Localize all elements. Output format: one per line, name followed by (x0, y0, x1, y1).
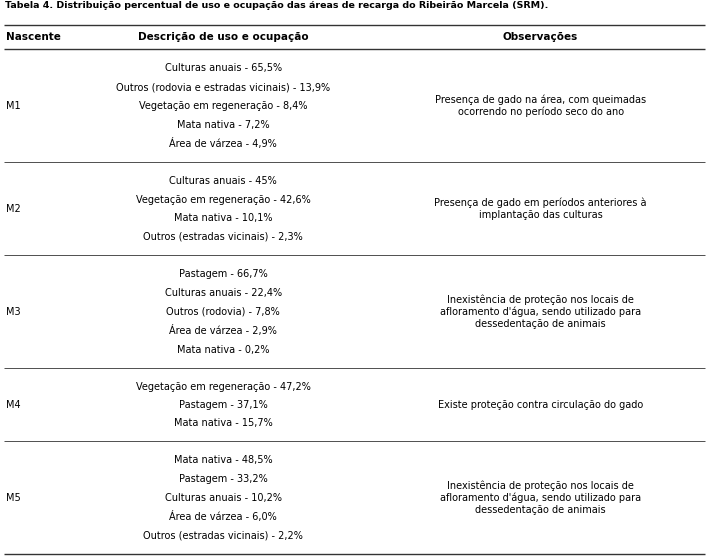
Text: Tabela 4. Distribuição percentual de uso e ocupação das áreas de recarga do Ribe: Tabela 4. Distribuição percentual de uso… (5, 1, 548, 10)
Text: Existe proteção contra circulação do gado: Existe proteção contra circulação do gad… (438, 400, 643, 410)
Text: Outros (estradas vicinais) - 2,2%: Outros (estradas vicinais) - 2,2% (143, 530, 303, 540)
Text: Culturas anuais - 22,4%: Culturas anuais - 22,4% (164, 288, 282, 298)
Text: Inexistência de proteção nos locais de
afloramento d'água, sendo utilizado para
: Inexistência de proteção nos locais de a… (440, 481, 641, 515)
Text: Vegetação em regeneração - 42,6%: Vegetação em regeneração - 42,6% (136, 194, 311, 204)
Text: Presença de gado em períodos anteriores à
implantação das culturas: Presença de gado em períodos anteriores … (435, 198, 647, 220)
Text: Área de várzea - 4,9%: Área de várzea - 4,9% (169, 138, 277, 149)
Text: Culturas anuais - 10,2%: Culturas anuais - 10,2% (164, 492, 282, 502)
Text: M5: M5 (6, 492, 21, 502)
Text: Mata nativa - 0,2%: Mata nativa - 0,2% (177, 345, 269, 355)
Text: Inexistência de proteção nos locais de
afloramento d'água, sendo utilizado para
: Inexistência de proteção nos locais de a… (440, 295, 641, 329)
Text: Outros (estradas vicinais) - 2,3%: Outros (estradas vicinais) - 2,3% (143, 232, 303, 242)
Text: Pastagem - 37,1%: Pastagem - 37,1% (179, 400, 268, 410)
Text: Descrição de uso e ocupação: Descrição de uso e ocupação (138, 32, 308, 42)
Text: Culturas anuais - 45%: Culturas anuais - 45% (169, 176, 277, 186)
Text: Mata nativa - 15,7%: Mata nativa - 15,7% (174, 418, 273, 428)
Text: Mata nativa - 10,1%: Mata nativa - 10,1% (174, 213, 272, 223)
Text: M3: M3 (6, 307, 21, 317)
Text: Pastagem - 33,2%: Pastagem - 33,2% (179, 474, 268, 484)
Text: M2: M2 (6, 204, 21, 214)
Text: Vegetação em regeneração - 47,2%: Vegetação em regeneração - 47,2% (136, 382, 311, 392)
Text: Outros (rodovia e estradas vicinais) - 13,9%: Outros (rodovia e estradas vicinais) - 1… (116, 82, 330, 92)
Text: M4: M4 (6, 400, 21, 410)
Text: Observações: Observações (503, 32, 579, 42)
Text: Mata nativa - 48,5%: Mata nativa - 48,5% (174, 455, 273, 465)
Text: Pastagem - 66,7%: Pastagem - 66,7% (179, 269, 268, 279)
Text: Nascente: Nascente (6, 32, 60, 42)
Text: Mata nativa - 7,2%: Mata nativa - 7,2% (177, 120, 269, 130)
Text: M1: M1 (6, 101, 21, 111)
Text: Outros (rodovia) - 7,8%: Outros (rodovia) - 7,8% (167, 307, 280, 317)
Text: Vegetação em regeneração - 8,4%: Vegetação em regeneração - 8,4% (139, 101, 308, 111)
Text: Área de várzea - 6,0%: Área de várzea - 6,0% (169, 511, 277, 522)
Text: Área de várzea - 2,9%: Área de várzea - 2,9% (169, 325, 277, 336)
Text: Culturas anuais - 65,5%: Culturas anuais - 65,5% (164, 63, 282, 73)
Text: Presença de gado na área, com queimadas
ocorrendo no período seco do ano: Presença de gado na área, com queimadas … (435, 95, 646, 117)
